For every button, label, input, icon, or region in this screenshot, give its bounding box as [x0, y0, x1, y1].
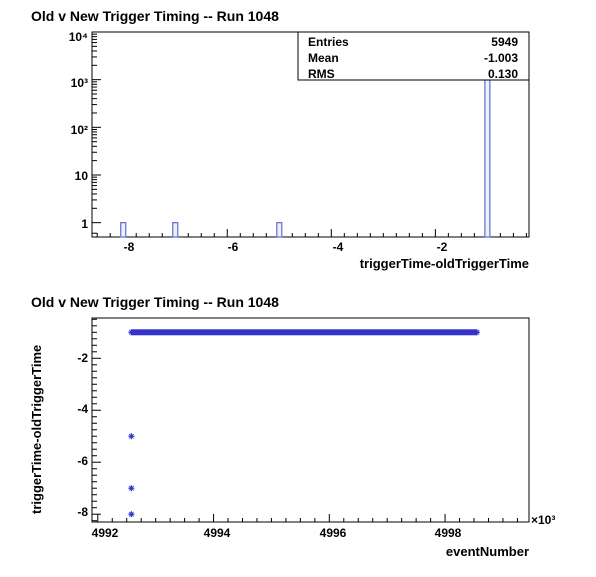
x-multiplier-label: ×10³	[531, 513, 555, 527]
scatter-point	[128, 329, 135, 336]
stats-box-frame	[297, 31, 530, 81]
histogram-bar	[172, 222, 179, 238]
h-ytick-label: 10²	[71, 123, 88, 137]
s-xtick-label: 4996	[320, 526, 347, 540]
marker-stroke	[474, 329, 480, 335]
stats-label: RMS	[308, 67, 335, 81]
histogram-panel: Old v New Trigger Timing -- Run 1048 -8 …	[31, 8, 530, 271]
h-ytick-label: 10⁴	[69, 30, 88, 44]
h-xtick-label: -6	[228, 240, 239, 254]
scatter-point	[128, 511, 135, 518]
s-ytick-label: -8	[77, 505, 88, 519]
stats-value: 5949	[491, 35, 518, 49]
s-xtick-label: 4998	[435, 526, 462, 540]
histogram-bar	[276, 222, 283, 238]
s-ytick-label: -6	[77, 454, 88, 468]
marker-stroke	[128, 329, 134, 335]
s-xtick-label: 4992	[92, 526, 119, 540]
marker-stroke	[128, 511, 134, 517]
scatter-point	[128, 433, 135, 440]
scatter-frame	[91, 317, 530, 523]
scatter-x-axis-label: eventNumber	[446, 544, 529, 559]
stats-value: 0.130	[488, 67, 518, 81]
histogram-axis-ticks	[92, 31, 527, 237]
h-ytick-label: 10³	[71, 76, 88, 90]
stats-label: Mean	[308, 51, 339, 65]
h-xtick-label: -8	[124, 240, 135, 254]
h-xtick-label: -2	[437, 240, 448, 254]
s-xtick-label: 4994	[204, 526, 231, 540]
stats-box: Entries 5949 Mean -1.003 RMS 0.130	[297, 31, 530, 81]
s-ytick-label: -4	[77, 402, 88, 416]
stats-value: -1.003	[484, 51, 518, 65]
histogram-title: Old v New Trigger Timing -- Run 1048	[31, 8, 279, 24]
scatter-point	[473, 329, 480, 336]
scatter-y-axis-label: triggerTime-oldTriggerTime	[29, 345, 44, 514]
h-ytick-label: 1	[81, 217, 88, 231]
histogram-x-axis-label: triggerTime-oldTriggerTime	[360, 256, 529, 271]
scatter-axis-ticks	[92, 318, 518, 522]
h-xtick-label: -4	[333, 240, 344, 254]
scatter-panel: Old v New Trigger Timing -- Run 1048 499…	[29, 294, 555, 559]
h-ytick-label: 10	[75, 169, 89, 183]
marker-stroke	[128, 485, 134, 491]
marker-stroke	[128, 433, 134, 439]
scatter-point	[128, 485, 135, 492]
scatter-title: Old v New Trigger Timing -- Run 1048	[31, 294, 279, 310]
dense-band-markers	[131, 329, 477, 336]
stats-label: Entries	[308, 35, 349, 49]
s-ytick-label: -2	[77, 351, 88, 365]
scatter-points	[128, 329, 480, 518]
histogram-bar	[120, 222, 127, 238]
